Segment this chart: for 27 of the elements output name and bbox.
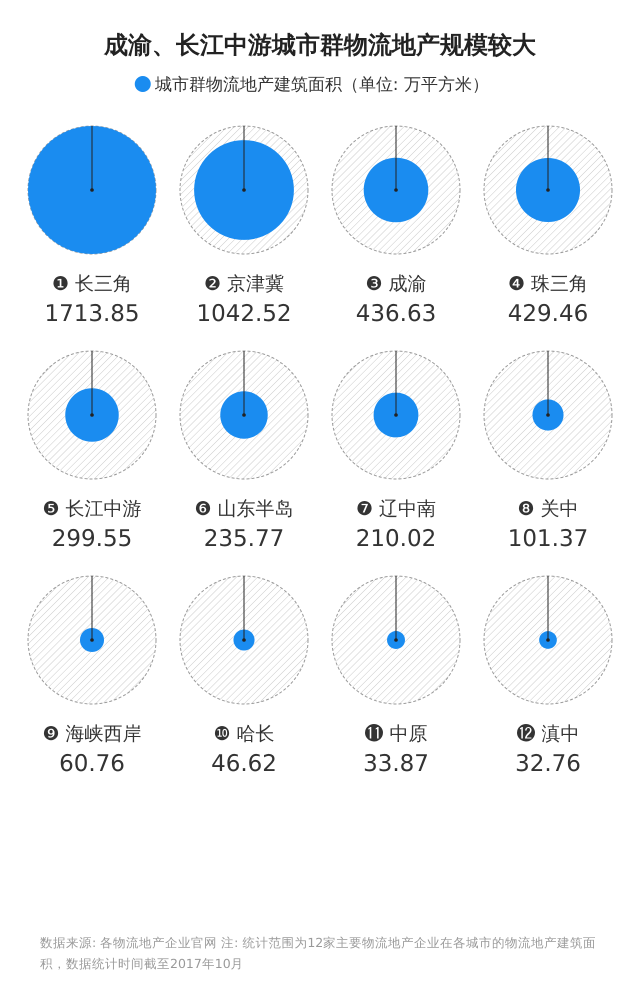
- category-label: ❹ 珠三角: [508, 273, 588, 295]
- category-label: ❼ 辽中南: [356, 498, 436, 520]
- data-label: 33.87: [363, 751, 429, 777]
- category-label: ❾ 海峡西岸: [42, 723, 142, 745]
- legend-label: 城市群物流地产建筑面积（单位: 万平方米）: [154, 75, 489, 95]
- source-note: 数据来源: 各物流地产企业官网 注: 统计范围为12家主要物流地产企业在各城市的物流地产建筑面积，数据统计时间截至2017年10月: [40, 934, 598, 973]
- category-label: ❻ 山东半岛: [194, 498, 294, 520]
- category-label: ❶ 长三角: [52, 273, 132, 295]
- data-label: 46.62: [211, 751, 277, 777]
- data-label: 436.63: [356, 301, 436, 327]
- data-label: 210.02: [356, 526, 436, 552]
- data-label: 101.37: [508, 526, 588, 552]
- category-label: ⓫ 中原: [364, 723, 428, 745]
- data-label: 299.55: [52, 526, 132, 552]
- data-label: 1042.52: [196, 301, 292, 327]
- category-label: ❺ 长江中游: [42, 498, 142, 520]
- data-label: 60.76: [59, 751, 125, 777]
- category-label: ❸ 成渝: [365, 273, 427, 295]
- category-label: ❽ 关中: [517, 498, 579, 520]
- data-label: 1713.85: [44, 301, 140, 327]
- category-label: ❷ 京津冀: [204, 273, 284, 295]
- data-label: 235.77: [204, 526, 284, 552]
- data-label: 429.46: [508, 301, 588, 327]
- data-label: 32.76: [515, 751, 581, 777]
- category-label: ⓬ 滇中: [516, 723, 580, 745]
- text: 成渝、长江中游城市群物流地产规模较大: [103, 31, 537, 59]
- category-label: ❿ 哈长: [213, 723, 275, 745]
